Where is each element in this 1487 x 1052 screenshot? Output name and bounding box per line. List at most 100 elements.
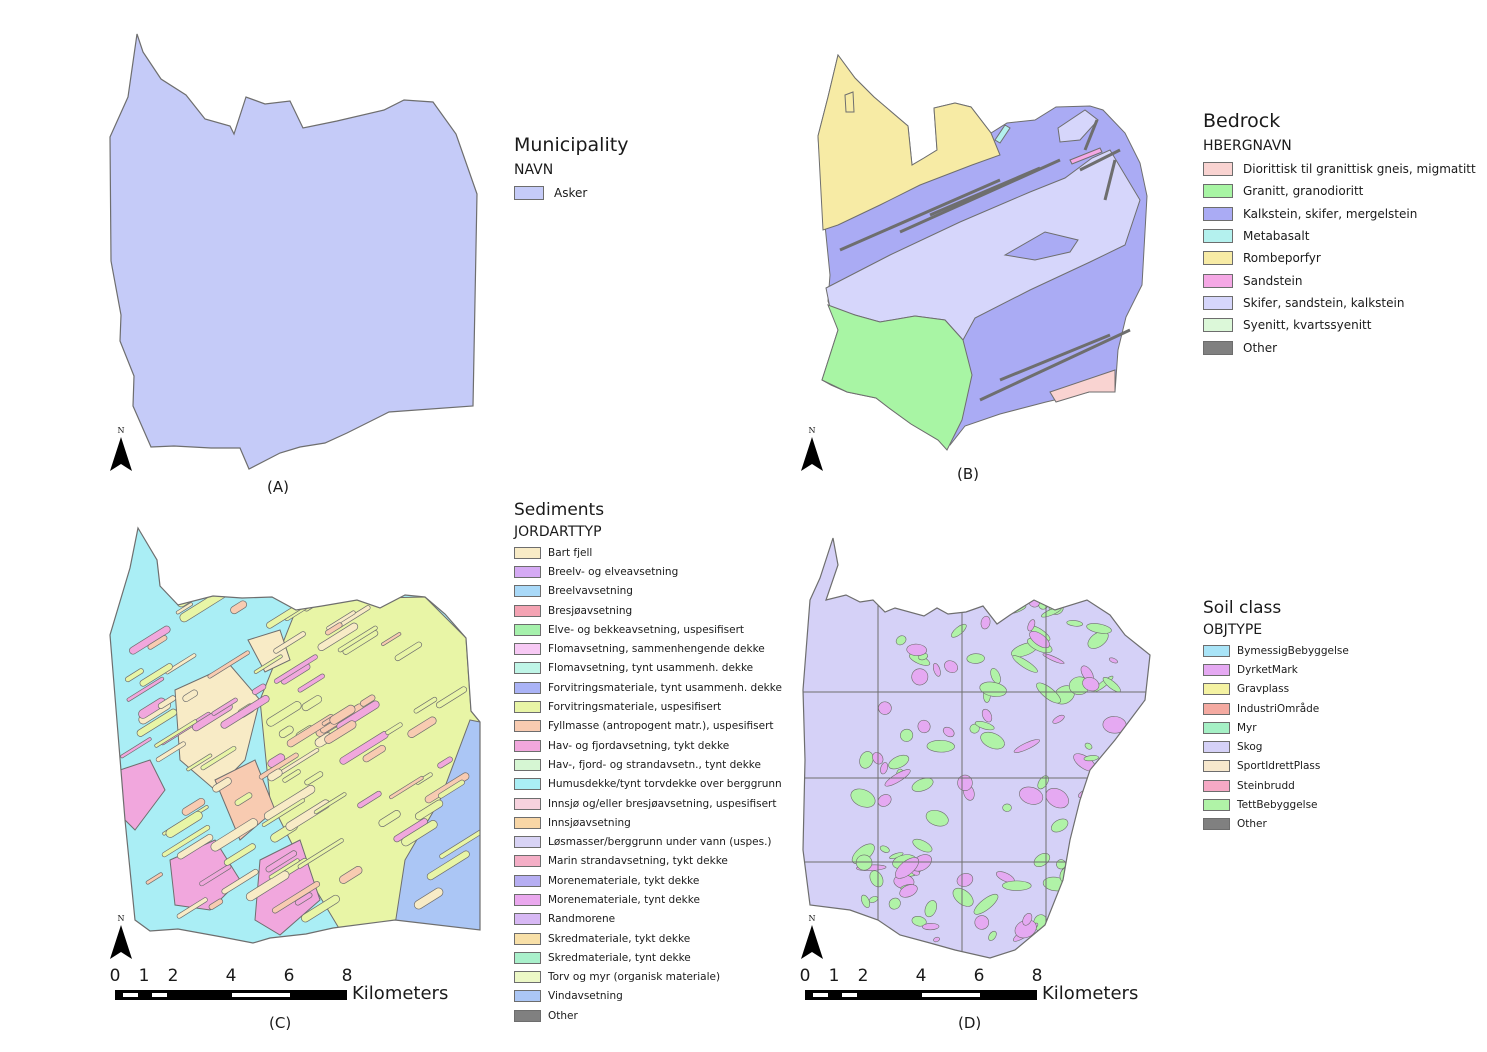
legend-field: OBJTYPE	[1203, 622, 1263, 638]
legend-swatch	[514, 604, 541, 617]
legend-swatch	[1203, 206, 1233, 221]
legend-item: Fyllmasse (antropogent matr.), uspesifis…	[514, 717, 782, 736]
legend-item: Granitt, granodioritt	[1203, 180, 1476, 202]
legend-label: Other	[1243, 340, 1278, 355]
legend-item: DyrketMark	[1203, 660, 1349, 679]
north-arrow-d: N	[800, 914, 824, 965]
legend-item: Skifer, sandstein, kalkstein	[1203, 292, 1476, 314]
legend-item: TettBebyggelse	[1203, 795, 1349, 814]
scale-tick-label: 2	[167, 966, 179, 986]
scale-tick-label: 2	[857, 966, 869, 986]
legend-swatch	[1203, 721, 1230, 734]
legend-label: Sandstein	[1243, 273, 1303, 288]
legend-swatch	[514, 932, 541, 945]
legend-swatch	[514, 701, 541, 714]
legend-swatch	[1203, 184, 1233, 199]
legend-swatch	[1203, 318, 1233, 333]
legend-swatch	[514, 643, 541, 656]
legend-label: Innsjø og/eller bresjøavsetning, uspesif…	[548, 797, 777, 810]
legend-swatch	[1203, 162, 1233, 177]
legend-label: Morenemateriale, tynt dekke	[548, 893, 700, 906]
legend-label: Morenemateriale, tykt dekke	[548, 874, 700, 887]
legend-item: Innsjøavsetning	[514, 813, 782, 832]
legend-item: Sandstein	[1203, 269, 1476, 291]
legend-swatch	[1203, 818, 1230, 831]
scale-bar-d: 0 1 2 4 6 8 Kilometers	[800, 966, 1185, 1016]
legend-swatch	[514, 662, 541, 675]
legend-label: Bresjøavsetning	[548, 604, 633, 617]
legend-swatch	[514, 797, 541, 810]
scale-bar-segment	[232, 993, 290, 997]
legend-label: Asker	[554, 186, 588, 201]
legend-swatch	[1203, 799, 1230, 812]
legend-label: Skifer, sandstein, kalkstein	[1243, 295, 1405, 310]
north-label: N	[808, 426, 816, 435]
legend-swatch	[514, 720, 541, 733]
legend-item: Breelvavsetning	[514, 582, 782, 601]
legend-swatch	[1203, 251, 1233, 266]
legend-item: Innsjø og/eller bresjøavsetning, uspesif…	[514, 794, 782, 813]
legend-label: Fyllmasse (antropogent matr.), uspesifis…	[548, 720, 774, 733]
legend-swatch	[1203, 229, 1233, 244]
scale-bar-track	[115, 990, 347, 1000]
legend-item: Marin strandavsetning, tykt dekke	[514, 852, 782, 871]
legend-title: Bedrock	[1203, 110, 1281, 132]
legend-label: Skog	[1237, 741, 1263, 754]
legend-swatch	[1203, 295, 1233, 310]
legend-label: Skredmateriale, tynt dekke	[548, 951, 691, 964]
legend-label: Skredmateriale, tykt dekke	[548, 932, 691, 945]
legend-item: Other	[1203, 336, 1476, 358]
legend-label: Rombeporfyr	[1243, 251, 1321, 266]
legend-swatch	[514, 816, 541, 829]
caption-b: (B)	[957, 465, 979, 483]
legend-item: Asker	[514, 182, 628, 204]
north-arrow-icon	[801, 925, 823, 959]
legend-label: TettBebyggelse	[1237, 799, 1318, 812]
legend-item: Myr	[1203, 718, 1349, 737]
legend-swatch	[1203, 340, 1233, 355]
scale-tick-label: 6	[283, 966, 295, 986]
scale-tick-label: 4	[225, 966, 237, 986]
legend-swatch	[514, 546, 541, 559]
legend-item: Kalkstein, skifer, mergelstein	[1203, 203, 1476, 225]
legend-item: IndustriOmråde	[1203, 699, 1349, 718]
legend-item: Elve- og bekkeavsetning, uspesifisert	[514, 620, 782, 639]
caption-a: (A)	[267, 478, 289, 496]
legend-field: JORDARTTYP	[514, 524, 602, 540]
legend-item: Torv og myr (organisk materiale)	[514, 968, 782, 987]
legend-label: Vindavsetning	[548, 990, 623, 1003]
legend-item: SportIdrettPlass	[1203, 757, 1349, 776]
scale-tick-label: 1	[138, 966, 150, 986]
legend-label: Myr	[1237, 721, 1257, 734]
legend-swatch	[514, 186, 544, 201]
legend-item: Gravplass	[1203, 680, 1349, 699]
legend-item: Hav- og fjordavsetning, tykt dekke	[514, 736, 782, 755]
legend-label: BymessigBebyggelse	[1237, 644, 1349, 657]
legend-label: Metabasalt	[1243, 229, 1310, 244]
legend-label: Flomavsetning, tynt usammenh. dekke	[548, 662, 754, 675]
legend-swatch	[1203, 663, 1230, 676]
legend-item: Randmorene	[514, 910, 782, 929]
legend-item: Vindavsetning	[514, 987, 782, 1006]
legend-swatch	[514, 990, 541, 1003]
legend-label: Marin strandavsetning, tykt dekke	[548, 855, 728, 868]
north-label: N	[117, 914, 125, 923]
north-arrow-c: N	[109, 914, 133, 965]
legend-label: Humusdekke/tynt torvdekke over berggrunn	[548, 778, 782, 791]
legend-label: Kalkstein, skifer, mergelstein	[1243, 206, 1418, 221]
legend-item: Morenemateriale, tynt dekke	[514, 890, 782, 909]
legend-item: Forvitringsmateriale, tynt usammenh. dek…	[514, 678, 782, 697]
legend-label: SportIdrettPlass	[1237, 760, 1321, 773]
legend-item: Diorittisk til granittisk gneis, migmati…	[1203, 158, 1476, 180]
legend-title: Sediments	[514, 500, 605, 520]
legend-swatch	[514, 623, 541, 636]
legend-item: Other	[514, 1006, 782, 1025]
legend-swatch	[514, 913, 541, 926]
sediments-outline	[109, 526, 481, 944]
scale-tick-label: 4	[915, 966, 927, 986]
legend-label: Løsmasser/berggrunn under vann (uspes.)	[548, 836, 772, 849]
legend-label: Gravplass	[1237, 683, 1290, 696]
legend-label: Forvitringsmateriale, tynt usammenh. dek…	[548, 681, 782, 694]
legend-swatch	[514, 855, 541, 868]
